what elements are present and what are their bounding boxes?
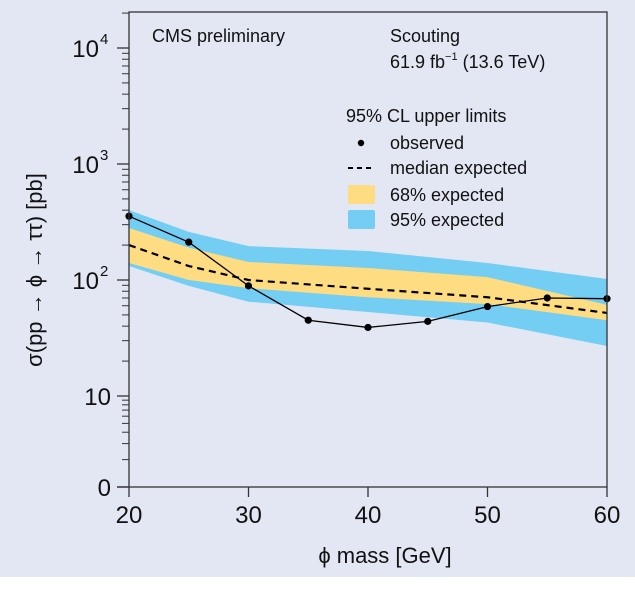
legend: 95% CL upper limits observed median expe… xyxy=(346,106,527,230)
x-tick-label: 60 xyxy=(594,502,621,529)
legend-title: 95% CL upper limits xyxy=(346,106,506,126)
y-tick-label: 10 xyxy=(84,384,111,411)
x-axis-title: ϕ mass [GeV] xyxy=(318,543,451,568)
dataset-label: Scouting xyxy=(390,26,460,46)
x-tick-label: 40 xyxy=(355,502,382,529)
legend-observed-label: observed xyxy=(390,133,464,153)
experiment-label: CMS preliminary xyxy=(152,26,285,46)
observed-point xyxy=(304,316,312,324)
y-tick-label: 10 xyxy=(72,152,99,179)
y-tick-exponent: 4 xyxy=(100,31,108,48)
y-tick-exponent: 3 xyxy=(100,147,108,164)
x-tick-label: 50 xyxy=(474,502,501,529)
legend-95-label: 95% expected xyxy=(390,210,504,230)
energy-label: (13.6 TeV) xyxy=(458,52,546,72)
legend-95-symbol xyxy=(348,210,375,229)
legend-68-symbol xyxy=(348,185,375,204)
luminosity-value: 61.9 fb xyxy=(390,52,445,72)
x-tick-label: 20 xyxy=(116,502,143,529)
legend-median-label: median expected xyxy=(390,158,527,178)
y-tick-label: 0 xyxy=(98,475,111,502)
luminosity-exponent: −1 xyxy=(445,51,458,63)
y-tick-exponent: 2 xyxy=(100,263,108,280)
observed-point xyxy=(364,323,372,332)
observed-point xyxy=(424,317,432,325)
median-expected-line xyxy=(128,244,608,315)
x-tick-label: 30 xyxy=(235,502,262,529)
observed-point xyxy=(185,238,193,246)
lines-layer xyxy=(125,212,611,332)
observed-point xyxy=(244,282,253,290)
y-axis-title: σ(pp → ϕ → ττ) [pb] xyxy=(22,173,47,367)
observed-point xyxy=(543,294,551,302)
legend-observed-symbol xyxy=(357,139,365,147)
y-tick-label: 10 xyxy=(72,268,99,295)
y-tick-label: 10 xyxy=(72,36,99,63)
legend-68-label: 68% expected xyxy=(390,185,504,205)
observed-point xyxy=(483,302,492,311)
luminosity-label: 61.9 fb−1 (13.6 TeV) xyxy=(390,51,545,72)
